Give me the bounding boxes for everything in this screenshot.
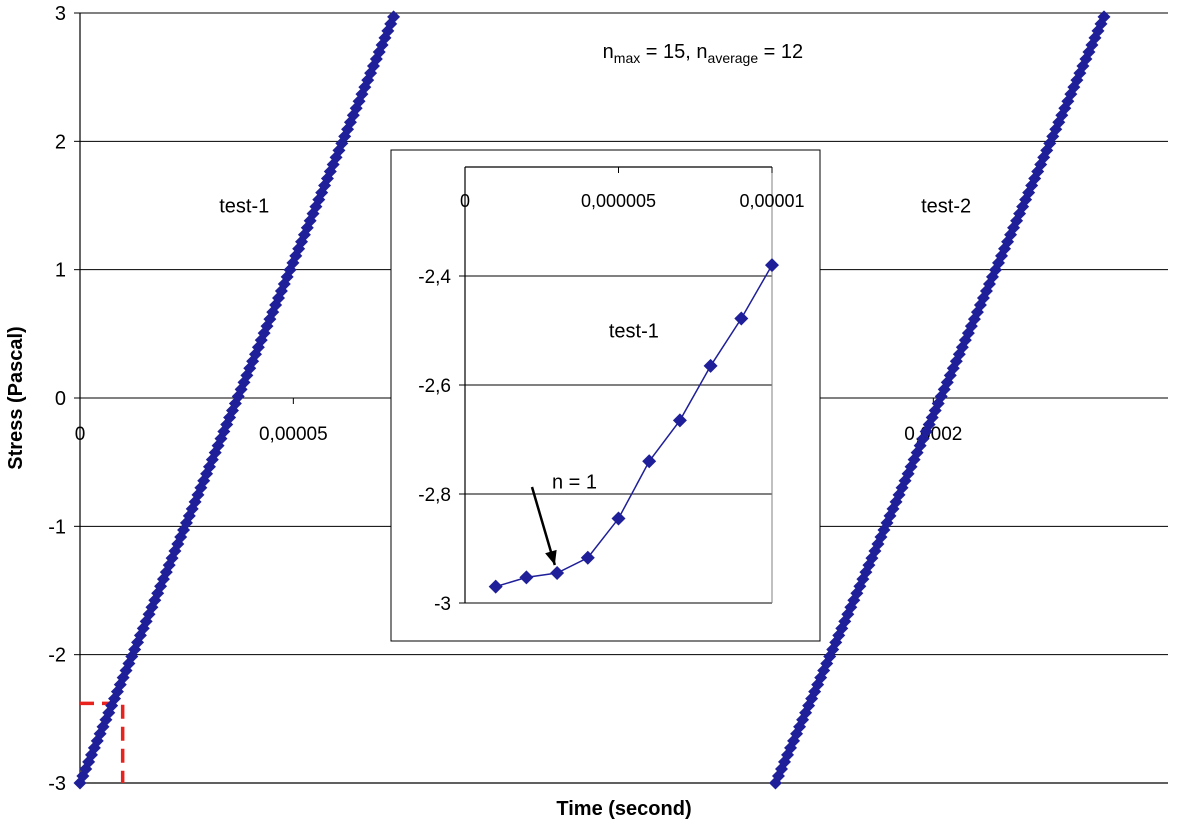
series-2-point	[1016, 200, 1030, 214]
annotation-value-max: = 15,	[640, 41, 696, 63]
inset-series-point	[765, 258, 779, 273]
y-tick-label: 0	[55, 388, 66, 410]
series-label-1: test-1	[219, 196, 269, 218]
inset-series-label: test-1	[609, 321, 659, 343]
annotation-value-average: = 12	[758, 41, 803, 63]
annotation-sub-average: average	[708, 50, 759, 66]
inset-y-tick-label: -2,8	[418, 485, 451, 506]
inset-y-tick-label: -2,6	[418, 376, 451, 397]
inset-series-point	[642, 454, 657, 469]
y-tick-label: 2	[55, 131, 66, 153]
y-tick-label: -2	[48, 645, 66, 667]
inset-series-point	[580, 550, 595, 565]
inset-x-tick-label: 0,000005	[581, 191, 656, 211]
series-1-point	[387, 10, 401, 24]
inset-series-point	[519, 570, 534, 585]
inset-series-point	[703, 358, 718, 373]
y-tick-label: -3	[48, 773, 66, 795]
inset-series-point	[550, 566, 565, 581]
inset-series-point	[611, 511, 626, 526]
inset-series-point	[734, 311, 749, 326]
inset-series-point	[488, 579, 503, 594]
x-axis-label: Time (second)	[556, 798, 691, 820]
callout-arrow-head	[545, 549, 557, 566]
inset-y-tick-label: -2,4	[418, 267, 451, 288]
inset-y-tick-label: -3	[434, 594, 451, 615]
series-2-point	[1097, 10, 1111, 24]
x-tick-label: 0	[75, 424, 86, 445]
inset-x-tick-label: 0,00001	[739, 191, 804, 211]
annotation-symbol: n	[603, 41, 614, 63]
annotation-sub-max: max	[614, 50, 640, 66]
zoom-region-marker	[80, 701, 125, 783]
inset-frame	[390, 149, 821, 642]
series-label-2: test-2	[921, 196, 971, 218]
x-tick-label: 0,0002	[904, 424, 962, 445]
stats-annotation: nmax = 15, naverage = 12	[603, 41, 804, 66]
inset-series-line	[495, 264, 773, 588]
annotation-symbol: n	[696, 41, 707, 63]
inset-series-point	[672, 413, 687, 428]
inset-x-tick-label: 0	[460, 191, 470, 211]
y-tick-label: 3	[55, 3, 66, 25]
y-tick-label: 1	[55, 260, 66, 282]
inset-callout-label: n = 1	[552, 472, 597, 494]
x-tick-label: 0,00005	[259, 424, 328, 445]
y-tick-label: -1	[48, 516, 66, 538]
y-axis-label: Stress (Pascal)	[5, 326, 27, 469]
